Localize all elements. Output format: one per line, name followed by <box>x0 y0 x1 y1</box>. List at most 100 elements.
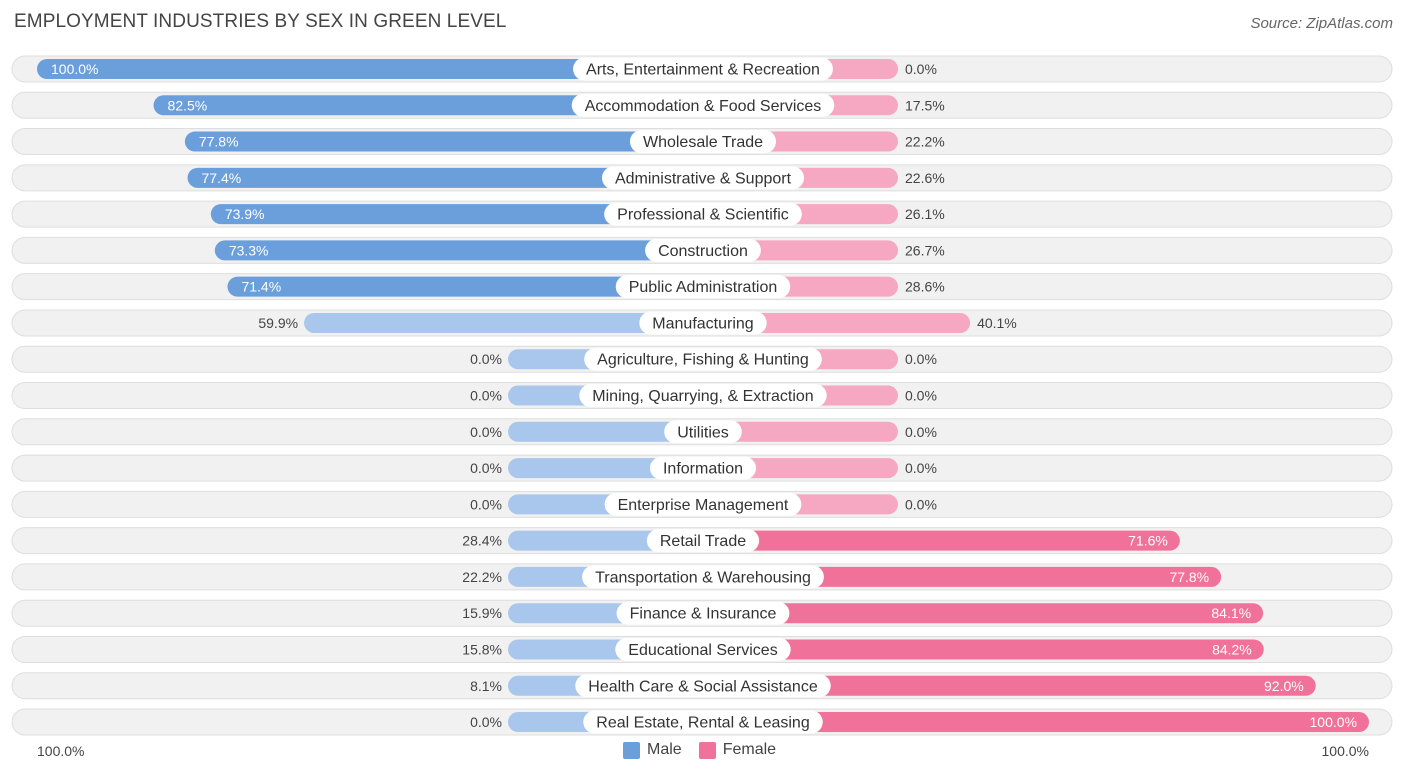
category-label: Public Administration <box>629 279 778 296</box>
source-note: Source: ZipAtlas.com <box>1250 15 1393 32</box>
male-value-label: 73.9% <box>225 206 265 222</box>
male-value-label: 0.0% <box>470 714 502 730</box>
female-bar <box>703 639 1264 660</box>
category-label-bg <box>571 93 835 117</box>
male-value-label: 0.0% <box>470 388 502 404</box>
female-value-label: 0.0% <box>905 460 937 476</box>
male-value-label: 0.0% <box>470 496 502 512</box>
category-label: Arts, Entertainment & Recreation <box>586 62 820 79</box>
chart-row: Mining, Quarrying, & Extraction 0.0% 0.0% <box>11 382 1393 410</box>
male-bar <box>153 95 704 116</box>
female-value-label: 22.2% <box>905 134 945 150</box>
chart-row: Public Administration 71.4% 28.6% <box>11 273 1393 301</box>
chart-row: Finance & Insurance 15.9% 84.1% <box>11 599 1393 627</box>
female-value-label: 0.0% <box>905 388 937 404</box>
male-value-label: 15.8% <box>462 641 502 657</box>
category-label: Agriculture, Fishing & Hunting <box>597 352 809 369</box>
category-label-bg <box>573 57 833 81</box>
male-bar <box>187 167 704 188</box>
female-value-label: 0.0% <box>905 496 937 512</box>
female-value-label: 0.0% <box>905 351 937 367</box>
female-value-label: 40.1% <box>977 315 1017 331</box>
category-label-bg <box>645 238 761 262</box>
female-value-label: 22.6% <box>905 170 945 186</box>
axis-right-label: 100.0% <box>1321 743 1369 759</box>
chart-row: Professional & Scientific 73.9% 26.1% <box>11 200 1393 228</box>
male-bar <box>508 421 703 442</box>
female-value-label: 84.1% <box>1211 605 1251 621</box>
chart-row: Wholesale Trade 77.8% 22.2% <box>11 128 1393 156</box>
female-bar <box>703 312 971 333</box>
category-label: Mining, Quarrying, & Extraction <box>592 388 813 405</box>
legend: Male Female <box>623 741 793 759</box>
category-label-bg <box>649 456 757 480</box>
legend-item-male[interactable]: Male <box>623 741 682 759</box>
male-value-label: 15.9% <box>462 605 502 621</box>
category-label: Professional & Scientific <box>617 207 789 224</box>
female-bar <box>703 566 1222 587</box>
category-label-bg <box>575 674 831 698</box>
chart-title: EMPLOYMENT INDUSTRIES BY SEX IN GREEN LE… <box>14 11 507 32</box>
legend-male-label: Male <box>647 741 682 758</box>
chart-row: Utilities 0.0% 0.0% <box>11 418 1393 446</box>
category-label-bg <box>582 565 824 589</box>
legend-item-female[interactable]: Female <box>698 741 777 759</box>
female-bar <box>703 675 1316 696</box>
axis-left-label: 100.0% <box>37 743 85 759</box>
female-value-label: 26.1% <box>905 206 945 222</box>
category-label-bg <box>639 311 767 335</box>
category-label-bg <box>604 202 802 226</box>
chart-row: Educational Services 15.8% 84.2% <box>11 635 1393 663</box>
category-label-bg <box>629 130 777 154</box>
male-bar <box>210 204 704 225</box>
chart-row: Administrative & Support 77.4% 22.6% <box>11 164 1393 192</box>
female-value-label: 92.0% <box>1264 678 1304 694</box>
chart-row: Manufacturing 59.9% 40.1% <box>11 309 1393 337</box>
category-label: Retail Trade <box>660 533 746 550</box>
female-value-label: 26.7% <box>905 242 945 258</box>
female-value-label: 28.6% <box>905 279 945 295</box>
male-bar <box>227 276 703 297</box>
female-value-label: 0.0% <box>905 424 937 440</box>
male-value-label: 0.0% <box>470 460 502 476</box>
male-value-label: 71.4% <box>241 279 281 295</box>
male-bar <box>37 59 703 79</box>
category-label-bg <box>583 710 823 734</box>
category-label-bg <box>601 166 805 190</box>
chart-row: Transportation & Warehousing 22.2% 77.8% <box>11 563 1393 591</box>
male-swatch-icon <box>623 741 640 759</box>
female-value-label: 17.5% <box>905 97 945 113</box>
category-label: Utilities <box>677 424 729 441</box>
legend-female-label: Female <box>722 741 777 758</box>
chart-row: Real Estate, Rental & Leasing 0.0% 100.0% <box>11 708 1393 736</box>
male-value-label: 0.0% <box>470 351 502 367</box>
female-value-label: 84.2% <box>1212 641 1252 657</box>
chart-row: Accommodation & Food Services 82.5% 17.5% <box>11 91 1393 119</box>
female-value-label: 77.8% <box>1169 569 1209 585</box>
male-value-label: 28.4% <box>462 533 502 549</box>
category-label-bg <box>616 601 790 625</box>
male-bar <box>184 131 704 152</box>
chart-row: Construction 73.3% 26.7% <box>11 236 1393 264</box>
category-label: Health Care & Social Assistance <box>588 678 818 695</box>
category-label-bg <box>615 637 791 661</box>
male-value-label: 73.3% <box>229 242 269 258</box>
male-bar <box>304 312 703 333</box>
category-label: Manufacturing <box>652 315 753 332</box>
male-value-label: 77.4% <box>202 170 242 186</box>
category-label: Enterprise Management <box>618 497 789 514</box>
male-value-label: 82.5% <box>168 97 208 113</box>
category-label: Transportation & Warehousing <box>595 569 811 586</box>
male-bar <box>214 240 703 261</box>
female-bar <box>703 712 1369 733</box>
category-label: Finance & Insurance <box>630 606 777 623</box>
male-value-label: 8.1% <box>470 678 502 694</box>
chart-row: Health Care & Social Assistance 8.1% 92.0% <box>11 672 1393 700</box>
chart-row: Enterprise Management 0.0% 0.0% <box>11 490 1393 518</box>
category-label: Real Estate, Rental & Leasing <box>596 715 809 732</box>
male-value-label: 77.8% <box>199 134 239 150</box>
male-value-label: 22.2% <box>462 569 502 585</box>
category-label-bg <box>579 384 827 408</box>
female-bar <box>703 603 1264 624</box>
